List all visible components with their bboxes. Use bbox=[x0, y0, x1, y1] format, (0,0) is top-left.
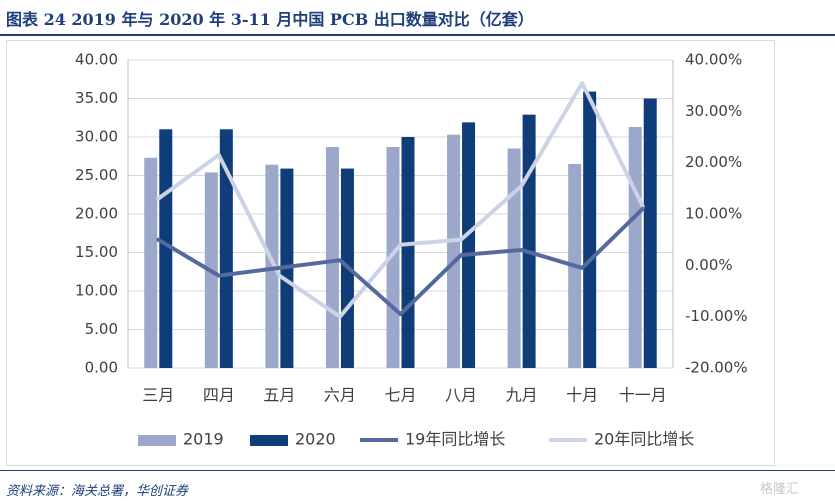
right-tick-label: 20.00% bbox=[685, 153, 742, 171]
left-tick-label: 15.00 bbox=[75, 243, 118, 261]
left-tick-label: 10.00 bbox=[75, 282, 118, 300]
left-tick-label: 5.00 bbox=[85, 320, 118, 338]
chart-svg: 0.00 5.00 10.00 15.00 20.00 25.00 30.00 35.00 40… bbox=[75, 51, 748, 449]
category-label: 三月 bbox=[142, 386, 174, 405]
bar-2020 bbox=[401, 137, 415, 368]
source-note: 资料来源：海关总署，华创证券 bbox=[6, 484, 189, 499]
line-19-yoy bbox=[156, 206, 645, 317]
bar-2020 bbox=[522, 114, 536, 368]
right-tick-label: 40.00% bbox=[685, 51, 742, 69]
category-label: 十月 bbox=[566, 386, 598, 405]
category-label: 五月 bbox=[263, 386, 295, 405]
right-tick-label: 0.00% bbox=[685, 256, 733, 274]
left-tick-label: 0.00 bbox=[85, 359, 118, 377]
right-tick-label: -20.00% bbox=[685, 359, 748, 377]
bar-2020 bbox=[643, 98, 657, 368]
bar-2019 bbox=[265, 164, 279, 368]
left-tick-label: 25.00 bbox=[75, 166, 118, 184]
right-tick-label: -10.00% bbox=[685, 307, 748, 325]
left-tick-label: 35.00 bbox=[75, 89, 118, 107]
figure-title: 图表 24 2019 年与 2020 年 3-11 月中国 PCB 出口数量对比… bbox=[6, 10, 534, 29]
bar-2020 bbox=[462, 122, 476, 369]
legend-label: 19年同比增长 bbox=[405, 430, 505, 449]
bar-2020 bbox=[583, 91, 597, 368]
bar-2019 bbox=[628, 126, 642, 369]
left-tick-label: 20.00 bbox=[75, 205, 118, 223]
legend-label: 20年同比增长 bbox=[594, 430, 694, 449]
bar-2019 bbox=[325, 147, 339, 368]
legend-swatch bbox=[250, 435, 288, 446]
line-20-yoy bbox=[156, 81, 645, 319]
right-tick-label: 10.00% bbox=[685, 205, 742, 223]
bar-2019 bbox=[447, 134, 461, 368]
legend-label: 2019 bbox=[183, 430, 224, 449]
title-divider bbox=[0, 34, 835, 36]
legend-label: 2020 bbox=[295, 430, 336, 449]
watermark-logo: 格隆汇 bbox=[760, 482, 800, 497]
bar-2020 bbox=[219, 129, 233, 368]
title-bar: 图表 24 2019 年与 2020 年 3-11 月中国 PCB 出口数量对比… bbox=[0, 0, 835, 34]
bar-2019 bbox=[144, 157, 158, 368]
left-tick-label: 40.00 bbox=[75, 51, 118, 69]
category-label: 十一月 bbox=[619, 386, 667, 405]
category-label: 八月 bbox=[445, 386, 477, 405]
bar-2019 bbox=[507, 148, 521, 368]
category-label: 六月 bbox=[324, 386, 356, 405]
source-divider bbox=[0, 470, 835, 471]
legend-swatch bbox=[138, 435, 176, 446]
chart-frame: 0.00 5.00 10.00 15.00 20.00 25.00 30.00 35.00 40… bbox=[6, 40, 775, 466]
category-label: 七月 bbox=[384, 386, 416, 405]
left-tick-label: 30.00 bbox=[75, 128, 118, 146]
category-label: 四月 bbox=[203, 386, 235, 405]
category-label: 九月 bbox=[506, 386, 538, 405]
right-tick-label: 30.00% bbox=[685, 102, 742, 120]
